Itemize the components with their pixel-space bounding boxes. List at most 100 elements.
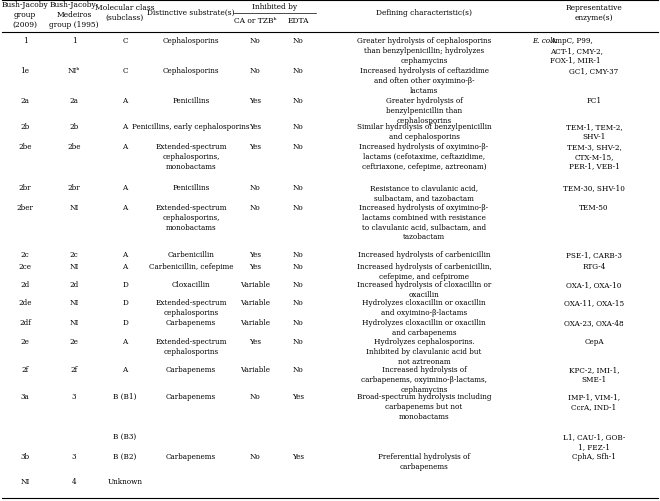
Text: Resistance to clavulanic acid,
sulbactam, and tazobactam: Resistance to clavulanic acid, sulbactam…: [370, 184, 478, 201]
Text: Penicillins: Penicillins: [172, 184, 210, 191]
Text: Representative
enzyme(s): Representative enzyme(s): [566, 4, 622, 22]
Text: Increased hydrolysis of
carbapenems, oxyimino-β-lactams,
cephamycins: Increased hydrolysis of carbapenems, oxy…: [361, 365, 487, 393]
Text: 4: 4: [72, 477, 77, 485]
Text: No: No: [292, 97, 304, 105]
Text: RTG-4: RTG-4: [582, 263, 606, 271]
Text: Bush-Jacoby-
Medeiros
group (1995): Bush-Jacoby- Medeiros group (1995): [50, 1, 99, 29]
Text: NI: NI: [69, 203, 79, 211]
Text: Extended-spectrum
cephalosporins: Extended-spectrum cephalosporins: [155, 299, 227, 316]
Text: Increased hydrolysis of cloxacillin or
oxacillin: Increased hydrolysis of cloxacillin or o…: [357, 281, 491, 298]
Text: PSE-1, CARB-3: PSE-1, CARB-3: [566, 250, 622, 259]
Text: No: No: [249, 392, 261, 400]
Text: Carbapenems: Carbapenems: [166, 318, 216, 326]
Text: IMP-1, VIM-1,
CcrA, IND-1: IMP-1, VIM-1, CcrA, IND-1: [568, 392, 620, 410]
Text: No: No: [249, 67, 261, 75]
Text: Cephalosporins: Cephalosporins: [163, 67, 219, 75]
Text: Variable: Variable: [240, 299, 270, 307]
Text: NI: NI: [69, 318, 79, 326]
Text: No: No: [292, 365, 304, 373]
Text: No: No: [292, 143, 304, 151]
Text: 3: 3: [72, 392, 77, 400]
Text: A: A: [122, 123, 127, 131]
Text: 2a: 2a: [20, 97, 30, 105]
Text: Extended-spectrum
cephalosporins,
monobactams: Extended-spectrum cephalosporins, monoba…: [155, 143, 227, 170]
Text: No: No: [292, 250, 304, 259]
Text: D: D: [122, 318, 128, 326]
Text: Increased hydrolysis of oxyimino-β-
lactams combined with resistance
to clavulan: Increased hydrolysis of oxyimino-β- lact…: [360, 203, 488, 241]
Text: No: No: [249, 184, 261, 191]
Text: Greater hydrolysis of cephalosporins
than benzylpenicillin; hydrolyzes
cephamyci: Greater hydrolysis of cephalosporins tha…: [357, 37, 491, 65]
Text: 2e: 2e: [69, 337, 79, 345]
Text: PC1: PC1: [587, 97, 601, 105]
Text: Yes: Yes: [249, 250, 261, 259]
Text: Increased hydrolysis of carbenicillin: Increased hydrolysis of carbenicillin: [358, 250, 490, 259]
Text: TEM-50: TEM-50: [579, 203, 609, 211]
Text: GC1, CMY-37: GC1, CMY-37: [570, 67, 618, 75]
Text: 2ber: 2ber: [16, 203, 34, 211]
Text: NI: NI: [20, 477, 30, 485]
Text: 1: 1: [72, 37, 77, 45]
Text: 1e: 1e: [20, 67, 30, 75]
Text: Inhibited by: Inhibited by: [252, 3, 298, 11]
Text: No: No: [292, 184, 304, 191]
Text: TEM-1, TEM-2,
SHV-1: TEM-1, TEM-2, SHV-1: [566, 123, 622, 140]
Text: Yes: Yes: [292, 452, 304, 460]
Text: 2c: 2c: [69, 250, 79, 259]
Text: A: A: [122, 97, 127, 105]
Text: Bush-Jacoby
group
(2009): Bush-Jacoby group (2009): [1, 1, 48, 29]
Text: Variable: Variable: [240, 318, 270, 326]
Text: Carbapenems: Carbapenems: [166, 392, 216, 400]
Text: Extended-spectrum
cephalosporins: Extended-spectrum cephalosporins: [155, 337, 227, 355]
Text: B (B2): B (B2): [114, 452, 137, 460]
Text: Variable: Variable: [240, 281, 270, 289]
Text: NI: NI: [69, 299, 79, 307]
Text: No: No: [292, 123, 304, 131]
Text: 2a: 2a: [69, 97, 79, 105]
Text: TEM-3, SHV-2,
CTX-M-15,
PER-1, VEB-1: TEM-3, SHV-2, CTX-M-15, PER-1, VEB-1: [567, 143, 621, 170]
Text: 2ce: 2ce: [18, 263, 32, 271]
Text: D: D: [122, 281, 128, 289]
Text: A: A: [122, 250, 127, 259]
Text: 2be: 2be: [67, 143, 81, 151]
Text: OXA-11, OXA-15: OXA-11, OXA-15: [564, 299, 624, 307]
Text: EDTA: EDTA: [287, 17, 309, 25]
Text: TEM-30, SHV-10: TEM-30, SHV-10: [563, 184, 625, 191]
Text: Defining characteristic(s): Defining characteristic(s): [376, 9, 472, 17]
Text: Variable: Variable: [240, 365, 270, 373]
Text: Carbapenems: Carbapenems: [166, 452, 216, 460]
Text: No: No: [292, 263, 304, 271]
Text: CepA: CepA: [584, 337, 604, 345]
Text: No: No: [292, 299, 304, 307]
Text: 2d: 2d: [69, 281, 79, 289]
Text: OXA-1, OXA-10: OXA-1, OXA-10: [566, 281, 622, 289]
Text: Cephalosporins: Cephalosporins: [163, 37, 219, 45]
Text: A: A: [122, 263, 127, 271]
Text: A: A: [122, 203, 127, 211]
Text: Yes: Yes: [249, 123, 261, 131]
Text: A: A: [122, 184, 127, 191]
Text: 2br: 2br: [68, 184, 81, 191]
Text: Hydrolyzes cephalosporins.
Inhibited by clavulanic acid but
not aztreonam: Hydrolyzes cephalosporins. Inhibited by …: [366, 337, 482, 365]
Text: A: A: [122, 365, 127, 373]
Text: 2f: 2f: [21, 365, 28, 373]
Text: No: No: [249, 203, 261, 211]
Text: 2be: 2be: [18, 143, 32, 151]
Text: Molecular class
(subclass): Molecular class (subclass): [95, 4, 155, 22]
Text: 3a: 3a: [20, 392, 30, 400]
Text: Carbapenems: Carbapenems: [166, 365, 216, 373]
Text: 2b: 2b: [69, 123, 79, 131]
Text: Yes: Yes: [292, 392, 304, 400]
Text: CphA, Sfh-1: CphA, Sfh-1: [572, 452, 616, 460]
Text: No: No: [292, 37, 304, 45]
Text: Yes: Yes: [249, 143, 261, 151]
Text: No: No: [292, 318, 304, 326]
Text: A: A: [122, 337, 127, 345]
Text: Increased hydrolysis of ceftazidime
and often other oxyimino-β-
lactams: Increased hydrolysis of ceftazidime and …: [360, 67, 488, 94]
Text: 2e: 2e: [20, 337, 30, 345]
Text: NI: NI: [69, 263, 79, 271]
Text: C: C: [122, 37, 128, 45]
Text: Extended-spectrum
cephalosporins,
monobactams: Extended-spectrum cephalosporins, monoba…: [155, 203, 227, 231]
Text: 2df: 2df: [19, 318, 31, 326]
Text: 2f: 2f: [71, 365, 78, 373]
Text: Distinctive substrate(s): Distinctive substrate(s): [147, 9, 235, 17]
